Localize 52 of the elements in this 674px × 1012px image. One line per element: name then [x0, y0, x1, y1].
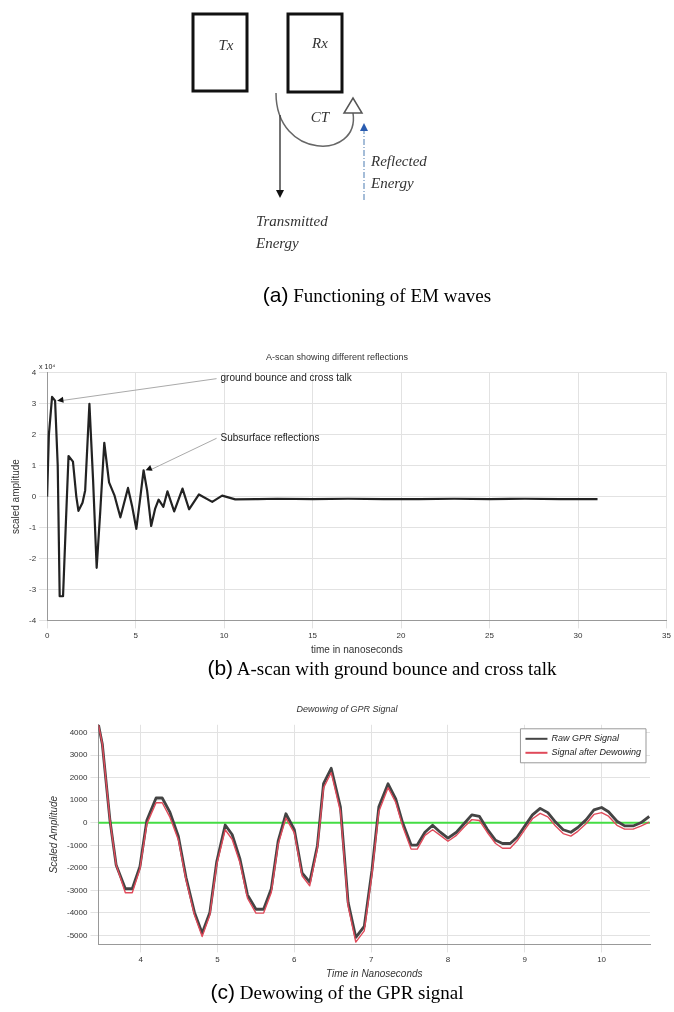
y-tick-label: 4 [31, 368, 37, 377]
x-tick-label: 7 [368, 955, 374, 965]
x-tick-label: 25 [485, 631, 495, 641]
legend-label: Raw GPR Signal [551, 733, 620, 744]
y-tick-label: 4000 [69, 727, 89, 737]
text: (c) Dewowing of the GPR signal [210, 980, 464, 1003]
text: CT [309, 108, 331, 127]
text: (a) Functioning of EM waves [262, 283, 492, 306]
y-tick-label: 2 [31, 429, 37, 439]
y-tick-label: 1 [31, 460, 37, 470]
y-tick-label: 2000 [69, 772, 89, 782]
x-tick-label: 35 [662, 631, 672, 641]
y-tick-label: -5000 [66, 930, 88, 940]
x-tick-label: 0 [44, 631, 50, 641]
annotation: ground bounce and cross talk [220, 372, 353, 384]
chart-title: Dewowing of GPR Signal [296, 703, 399, 714]
y-tick-label: 0 [83, 817, 89, 827]
text: Tx [217, 36, 235, 55]
y-tick-label: -4000 [66, 908, 88, 918]
x-tick-label: 10 [219, 631, 230, 641]
x-tick-label: 5 [133, 631, 139, 641]
y-tick-label: -1000 [66, 840, 88, 850]
y-tick-label: 0 [31, 491, 37, 501]
x-tick-label: 10 [597, 955, 607, 965]
y-tick-label: -2000 [66, 863, 88, 873]
chart-title: A-scan showing different reflections [266, 351, 409, 362]
text: Reflected Energy [371, 152, 428, 193]
text: Rx [311, 34, 329, 53]
y-tick-label: 3000 [69, 750, 89, 760]
y-tick-label: 1000 [69, 795, 89, 805]
y-tick-label: -3 [28, 584, 37, 594]
x-tick-label: 9 [522, 955, 528, 965]
x-tick-label: 6 [292, 955, 298, 965]
text: (b) A-scan with ground bounce and cross talk [207, 656, 557, 679]
y-tick-label: -1 [28, 522, 37, 532]
x-tick-label: 4 [138, 955, 144, 965]
y-tick-label: -4 [28, 615, 37, 625]
y-tick-label: -3000 [66, 885, 88, 895]
y-axis-title: scaled amplitude [9, 458, 21, 535]
y-tick-label: 3 [31, 398, 37, 408]
text: Transmitted Energy [256, 212, 329, 253]
x-axis-title: Time in Nanoseconds [325, 967, 423, 979]
legend-label: Signal after Dewowing [551, 747, 642, 758]
x-tick-label: 8 [445, 955, 451, 965]
x-tick-label: 15 [308, 631, 318, 641]
x-tick-label: 30 [573, 631, 584, 641]
x-tick-label: 20 [396, 631, 407, 641]
y-axis-title: Scaled Amplitude [47, 795, 59, 874]
annotation: Subsurface reflections [220, 432, 320, 444]
y-tick-label: -2 [28, 553, 37, 563]
x-tick-label: 5 [215, 955, 221, 965]
x-axis-title: time in nanoseconds [310, 643, 403, 655]
